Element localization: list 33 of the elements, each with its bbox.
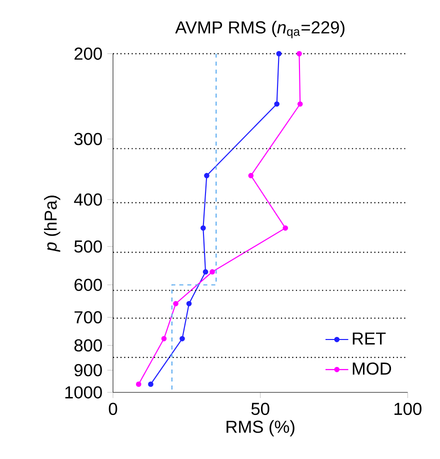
legend-label: MOD (352, 362, 392, 375)
y-tick-label: 800 (74, 339, 102, 352)
point (296, 51, 302, 56)
x-tick-label: 0 (108, 402, 118, 416)
y-tick-label: 300 (74, 132, 102, 146)
point (180, 336, 185, 342)
point (282, 225, 288, 231)
point (210, 269, 215, 275)
y-tick-label: 200 (74, 48, 102, 60)
y-axis-title: p (hPa) (44, 196, 60, 252)
chart-title: AVMP RMS (n$_{qa}$=229) (175, 20, 344, 38)
point (173, 300, 178, 306)
point (186, 300, 192, 306)
point (204, 172, 210, 178)
point (276, 51, 282, 56)
y-tick-label: 400 (74, 193, 102, 206)
y-tick-label: 500 (74, 240, 102, 253)
point (136, 382, 142, 387)
x-tick-label: 100 (394, 402, 422, 416)
point (200, 225, 206, 231)
point (274, 101, 280, 107)
x-tick-label: 50 (251, 402, 270, 416)
y-tick-label: 1000 (65, 386, 102, 398)
point (148, 382, 154, 387)
y-tick-label: 900 (74, 364, 102, 376)
x-axis-title: RMS (%) (226, 420, 294, 436)
point (248, 172, 254, 178)
point (297, 101, 303, 107)
y-tick-label: 600 (74, 278, 102, 291)
y-tick-label: 700 (74, 311, 102, 324)
point (161, 336, 167, 342)
point (202, 269, 208, 275)
legend-label: RET (352, 332, 386, 344)
